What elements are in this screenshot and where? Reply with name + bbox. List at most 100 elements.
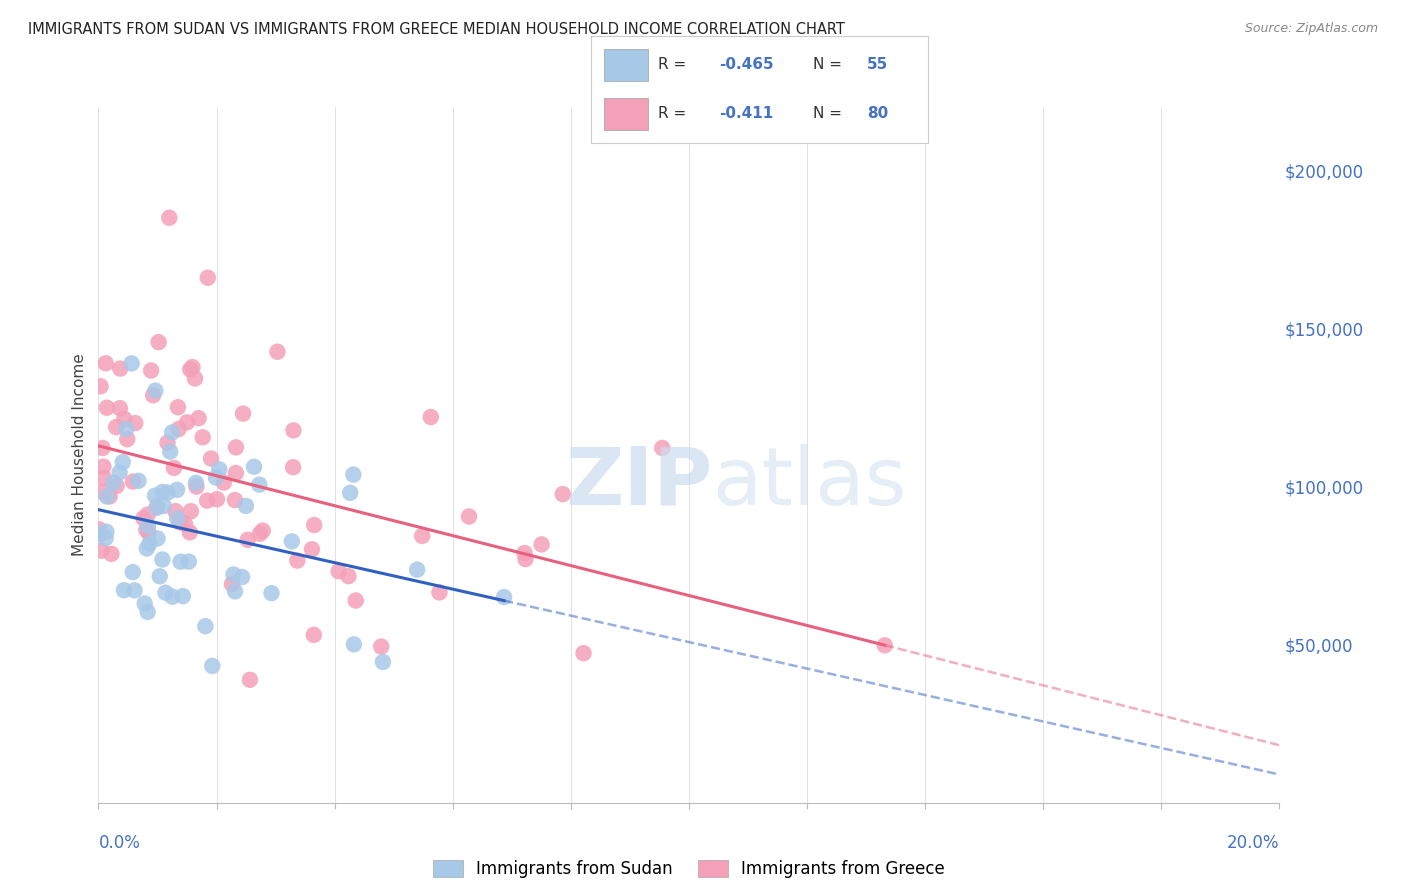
Point [184, 371, 207, 385]
Point [224, 493, 246, 508]
Point [302, 518, 325, 533]
Point [96, 490, 118, 504]
Point [90, 543, 112, 558]
Point [139, 363, 162, 377]
Text: 55: 55 [868, 57, 889, 72]
Point [157, 211, 180, 225]
Point [344, 593, 367, 607]
Point [281, 460, 304, 475]
Point [91, 484, 114, 499]
Point [197, 270, 219, 285]
Point [167, 422, 190, 436]
Point [152, 485, 174, 500]
Point [224, 584, 246, 599]
Point [222, 567, 245, 582]
Text: N =: N = [813, 57, 846, 72]
Point [148, 335, 170, 350]
Point [201, 659, 224, 673]
Y-axis label: Median Household Income: Median Household Income [72, 353, 87, 557]
Point [135, 541, 157, 556]
Point [249, 526, 271, 541]
Point [177, 555, 200, 569]
Point [200, 451, 222, 466]
Point [134, 597, 156, 611]
Point [155, 585, 177, 599]
Point [93, 470, 115, 484]
Point [156, 485, 179, 500]
Point [328, 564, 350, 578]
Point [121, 565, 143, 579]
Point [94, 356, 117, 370]
Point [127, 474, 149, 488]
Point [515, 552, 537, 566]
Point [873, 638, 896, 652]
Point [179, 362, 201, 376]
Point [243, 459, 266, 474]
Point [146, 532, 169, 546]
Text: -0.411: -0.411 [718, 106, 773, 121]
Point [117, 432, 139, 446]
Point [339, 486, 361, 500]
Point [111, 455, 134, 469]
Point [167, 401, 190, 415]
Point [406, 563, 429, 577]
Point [121, 356, 143, 370]
Point [572, 646, 595, 660]
Point [194, 619, 217, 633]
Point [132, 511, 155, 525]
Point [98, 490, 121, 504]
Point [266, 344, 288, 359]
Point [651, 441, 673, 455]
Point [169, 515, 191, 529]
Point [235, 499, 257, 513]
Point [205, 470, 228, 484]
Point [285, 553, 308, 567]
Point [283, 423, 305, 437]
Text: atlas: atlas [713, 443, 907, 522]
Point [494, 590, 516, 604]
Point [419, 410, 441, 425]
Point [162, 590, 184, 604]
Point [87, 522, 110, 536]
Point [136, 508, 159, 522]
Point [208, 462, 231, 476]
Bar [605, 98, 648, 130]
Point [96, 401, 118, 415]
Point [105, 420, 128, 434]
Point [142, 388, 165, 402]
Point [103, 475, 125, 490]
Point [236, 533, 259, 547]
Point [205, 492, 228, 507]
Point [90, 526, 112, 541]
Point [135, 523, 157, 537]
Point [165, 504, 187, 518]
Point [231, 570, 253, 584]
Point [169, 555, 191, 569]
Point [180, 504, 202, 518]
Point [124, 583, 146, 598]
Point [513, 546, 536, 560]
Point [187, 411, 209, 425]
Point [145, 384, 167, 398]
Point [281, 534, 304, 549]
Text: R =: R = [658, 57, 692, 72]
Point [411, 529, 433, 543]
Point [91, 441, 114, 455]
Point [115, 422, 138, 436]
Point [124, 416, 146, 430]
Point [342, 467, 364, 482]
Text: IMMIGRANTS FROM SUDAN VS IMMIGRANTS FROM GREECE MEDIAN HOUSEHOLD INCOME CORRELAT: IMMIGRANTS FROM SUDAN VS IMMIGRANTS FROM… [28, 22, 845, 37]
Point [530, 537, 553, 551]
Point [136, 605, 159, 619]
Point [145, 500, 167, 515]
Point [163, 461, 186, 475]
Point [138, 537, 160, 551]
Point [152, 499, 174, 513]
Point [96, 524, 118, 539]
Point [247, 477, 270, 491]
Text: -0.465: -0.465 [718, 57, 773, 72]
Point [108, 401, 131, 416]
Text: R =: R = [658, 106, 692, 121]
Point [371, 655, 394, 669]
Point [191, 430, 214, 444]
